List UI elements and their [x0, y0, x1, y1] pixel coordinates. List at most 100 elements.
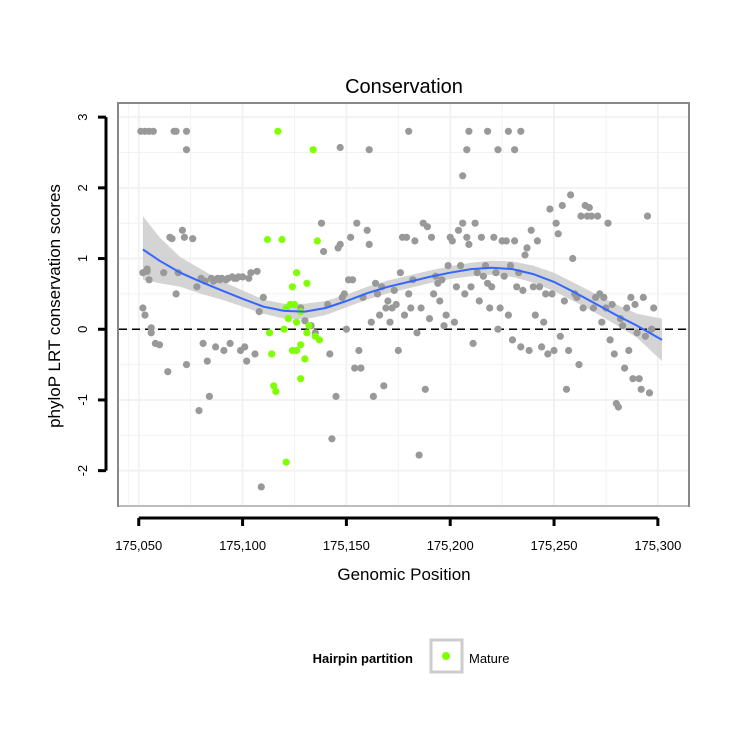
data-point-other	[405, 290, 413, 298]
data-point-other	[513, 283, 521, 291]
data-point-other	[328, 435, 336, 443]
data-point-other	[241, 343, 249, 351]
data-point-mature	[305, 322, 313, 330]
x-tick-label: 175,100	[219, 538, 266, 553]
x-tick-label: 175,150	[323, 538, 370, 553]
data-point-other	[463, 146, 471, 154]
data-point-other	[486, 304, 494, 312]
data-point-other	[396, 269, 404, 277]
data-point-other	[342, 325, 350, 333]
data-point-other	[365, 240, 373, 248]
points-mature	[263, 127, 323, 466]
data-point-other	[371, 279, 380, 287]
data-point-other	[384, 297, 392, 305]
data-point-other	[621, 364, 629, 372]
data-point-other	[477, 233, 485, 241]
data-point-other	[351, 364, 359, 372]
data-point-other	[627, 293, 635, 301]
data-point-other	[454, 226, 463, 234]
data-point-other	[168, 235, 176, 243]
data-point-mature	[284, 315, 292, 323]
data-point-other	[172, 127, 180, 135]
data-point-other	[567, 191, 575, 199]
data-point-other	[392, 300, 400, 309]
data-point-other	[376, 311, 384, 319]
data-point-other	[411, 237, 419, 245]
data-point-other	[247, 269, 255, 277]
legend-title: Hairpin partition	[313, 651, 413, 666]
data-point-other	[538, 343, 546, 351]
data-point-other	[436, 297, 444, 305]
data-point-other	[594, 212, 602, 220]
data-point-other	[523, 244, 531, 252]
data-point-other	[606, 336, 614, 344]
data-point-other	[193, 283, 201, 291]
x-tick-label: 175,050	[115, 538, 162, 553]
data-point-other	[550, 346, 558, 355]
data-point-other	[457, 262, 465, 270]
data-point-other	[382, 304, 390, 312]
data-point-other	[407, 304, 415, 312]
data-point-other	[141, 311, 149, 319]
x-tick-label: 175,250	[531, 538, 578, 553]
data-point-mature	[270, 382, 278, 390]
x-tick-label: 175,300	[634, 538, 681, 553]
data-point-other	[239, 273, 247, 281]
data-point-mature	[297, 375, 305, 383]
data-point-other	[417, 304, 425, 312]
data-point-other	[475, 297, 483, 305]
data-point-other	[160, 269, 168, 277]
data-point-other	[149, 127, 157, 135]
data-point-other	[438, 276, 446, 284]
data-point-other	[579, 304, 587, 312]
data-point-other	[459, 172, 467, 180]
data-point-mature	[280, 325, 288, 333]
data-point-other	[633, 329, 641, 337]
data-point-other	[425, 315, 434, 323]
data-point-other	[465, 127, 473, 135]
data-point-other	[496, 304, 504, 312]
y-tick-label: 3	[75, 114, 90, 121]
data-point-other	[320, 247, 328, 256]
confidence-band-area	[142, 216, 662, 362]
data-point-other	[336, 240, 344, 248]
data-point-other	[635, 375, 643, 383]
data-point-other	[619, 322, 627, 330]
data-point-other	[301, 317, 309, 325]
data-point-other	[631, 300, 639, 309]
data-point-other	[253, 267, 261, 275]
data-point-other	[577, 212, 585, 220]
data-point-mature	[282, 458, 290, 466]
x-axis: 175,050 175,100 175,150 175,200 175,250 175,3…	[115, 516, 681, 553]
data-point-mature	[293, 318, 301, 326]
data-point-other	[413, 329, 421, 337]
y-axis-title: phyloP LRT conservation scores	[45, 184, 64, 428]
data-point-other	[575, 361, 583, 369]
data-point-other	[403, 233, 411, 241]
data-point-other	[155, 341, 164, 349]
data-point-other	[448, 237, 456, 245]
data-point-mature	[272, 387, 280, 396]
legend-label-mature: Mature	[469, 651, 509, 666]
data-point-other	[336, 143, 344, 152]
data-point-other	[546, 205, 554, 213]
data-point-other	[645, 389, 654, 397]
data-point-mature	[278, 235, 286, 244]
data-point-mature	[313, 237, 321, 245]
data-point-other	[589, 304, 598, 312]
data-point-other	[367, 318, 375, 326]
data-point-other	[639, 293, 647, 301]
data-point-mature	[303, 279, 311, 287]
data-point-other	[421, 385, 429, 393]
x-tick-label: 175,200	[427, 538, 474, 553]
data-point-other	[147, 329, 155, 337]
data-point-other	[172, 290, 180, 298]
data-point-other	[182, 146, 191, 154]
confidence-band	[142, 216, 662, 362]
data-point-other	[521, 251, 529, 259]
data-point-other	[548, 290, 556, 298]
data-point-other	[259, 293, 267, 301]
data-point-other	[390, 286, 398, 294]
data-point-other	[195, 407, 203, 415]
